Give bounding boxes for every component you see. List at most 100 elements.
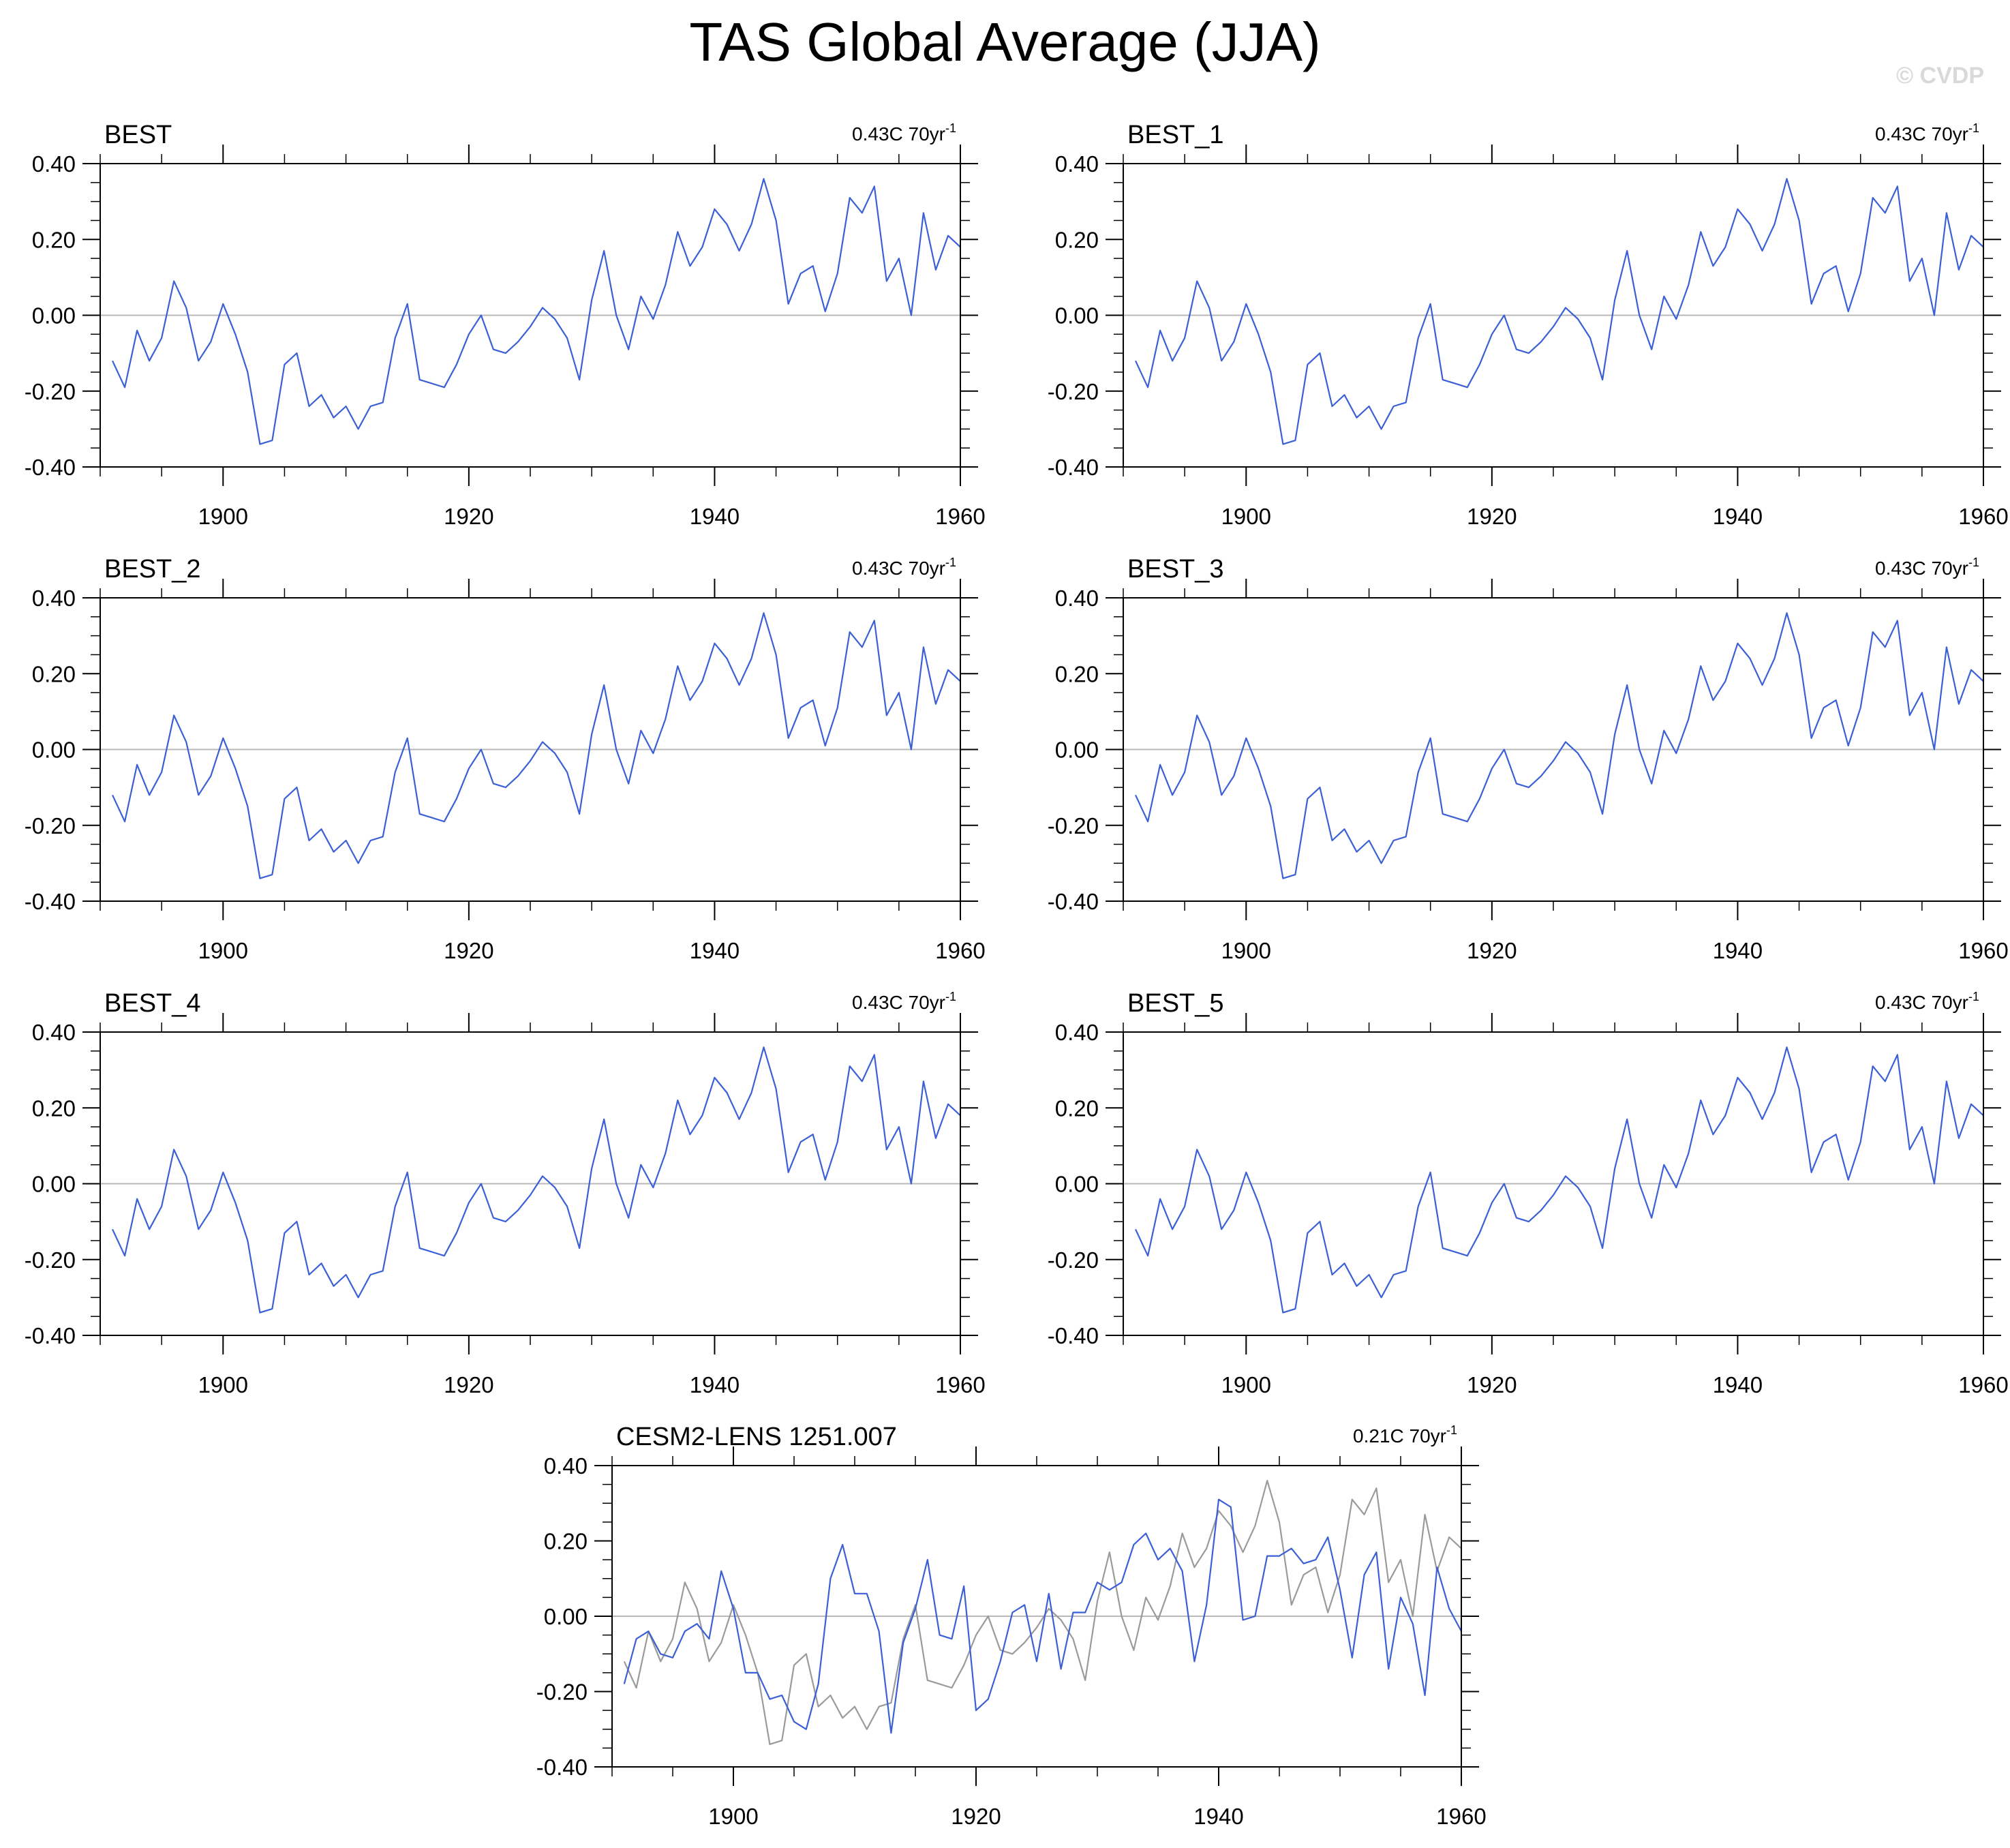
x-tick-label: 1960 [935,1372,985,1397]
x-tick-label: 1920 [1467,938,1517,963]
x-tick-label: 1920 [951,1804,1001,1829]
y-tick-label: 0.20 [32,1095,76,1121]
panel-best-2: BEST_2 0.43C 70yr-1 0.40 0.20 0.00 -0.20 -0.40… [25,555,986,963]
y-tick-label: 0.40 [1055,1020,1099,1045]
y-tick-label: 0.00 [1055,1172,1099,1197]
x-tick-label: 1900 [708,1804,758,1829]
y-tick-label: -0.20 [536,1680,588,1705]
x-tick-label: 1960 [1958,1372,2008,1397]
x-tick-label: 1900 [1221,504,1271,529]
y-tick-label: -0.40 [1048,889,1099,914]
trend-superscript: -1 [1446,1423,1457,1437]
x-tick-label: 1920 [444,938,493,963]
plot-frame [1123,1031,1984,1336]
x-tick-label: 1940 [690,504,740,529]
y-tick-label: 0.40 [1055,586,1099,611]
series-line-best-1 [1135,178,1984,445]
series-line-best-4 [112,1046,961,1314]
y-tick-label: 0.00 [1055,303,1099,329]
y-tick-label: -0.40 [536,1755,588,1780]
y-tick-label: 0.20 [544,1529,588,1554]
trend-superscript: -1 [1968,121,1979,135]
y-tick-label: -0.40 [25,889,76,914]
x-tick-label: 1900 [1221,1372,1271,1397]
x-tick-label: 1900 [198,504,248,529]
x-tick-label: 1940 [1193,1804,1243,1829]
trend-label: 0.43C 70yr-1 [1875,121,1979,145]
y-tick-label: 0.20 [32,661,76,686]
panel-title: BEST_4 [104,989,201,1018]
y-tick-label: 0.00 [544,1604,588,1629]
trend-label: 0.43C 70yr-1 [1875,556,1979,579]
x-tick-label: 1900 [1221,938,1271,963]
y-tick-label: 0.20 [32,227,76,252]
panel-best-3: BEST_3 0.43C 70yr-1 0.40 0.20 0.00 -0.20 -0.40… [1048,555,2009,963]
y-tick-label: 0.00 [32,303,76,329]
x-tick-label: 1920 [1467,1372,1517,1397]
series-line-best [623,1480,1462,1745]
x-tick-label: 1900 [198,938,248,963]
panel-title: BEST_5 [1127,989,1224,1018]
panel-cesm2-lens-1251-007: CESM2-LENS 1251.007 0.21C 70yr-1 0.40 0.20 0… [536,1423,1487,1829]
panel-title: BEST_1 [1127,121,1224,149]
y-tick-label: -0.20 [1048,379,1099,404]
panel-title: BEST_2 [104,555,201,584]
x-tick-label: 1920 [444,1372,493,1397]
series-line-best-2 [112,612,961,879]
x-tick-label: 1960 [1958,504,2008,529]
y-tick-label: 0.40 [544,1453,588,1479]
x-tick-label: 1960 [1958,938,2008,963]
y-tick-label: -0.40 [25,455,76,480]
y-tick-label: -0.20 [25,379,76,404]
plot-frame [611,1465,1462,1768]
trend-label: 0.21C 70yr-1 [1353,1423,1457,1446]
panel-best-4: BEST_4 0.43C 70yr-1 0.40 0.20 0.00 -0.20 -0.40… [25,989,986,1397]
plot-frame [1123,597,1984,902]
trend-superscript: -1 [1968,556,1979,569]
trend-superscript: -1 [1968,990,1979,1003]
trend-label: 0.43C 70yr-1 [852,121,956,145]
panel-best-5: BEST_5 0.43C 70yr-1 0.40 0.20 0.00 -0.20 -0.40… [1048,989,2009,1397]
y-tick-label: 0.40 [32,1020,76,1045]
series-line-best-5 [1135,1046,1984,1314]
plot-frame [100,1031,961,1336]
x-tick-label: 1960 [1436,1804,1486,1829]
plot-frame [100,163,961,468]
y-tick-label: -0.40 [1048,1323,1099,1348]
x-tick-label: 1900 [198,1372,248,1397]
x-tick-label: 1940 [1713,938,1763,963]
y-tick-label: 0.40 [32,151,76,177]
x-tick-label: 1940 [690,1372,740,1397]
x-tick-label: 1960 [935,938,985,963]
x-tick-label: 1940 [1713,1372,1763,1397]
x-tick-label: 1960 [935,504,985,529]
trend-superscript: -1 [945,556,956,569]
trend-superscript: -1 [945,121,956,135]
x-tick-label: 1920 [1467,504,1517,529]
series-line-best [112,178,961,445]
y-tick-label: -0.20 [25,1247,76,1273]
x-tick-label: 1940 [1713,504,1763,529]
watermark: © CVDP [1896,63,1984,89]
trend-label: 0.43C 70yr-1 [852,990,956,1013]
y-tick-label: -0.20 [25,813,76,838]
figure-title: TAS Global Average (JJA) [689,12,1321,72]
panel-title: CESM2-LENS 1251.007 [616,1423,897,1451]
trend-superscript: -1 [945,990,956,1003]
y-tick-label: 0.20 [1055,227,1099,252]
x-tick-label: 1940 [690,938,740,963]
trend-label: 0.43C 70yr-1 [852,556,956,579]
y-tick-label: -0.40 [1048,455,1099,480]
panel-title: BEST [104,121,172,149]
y-tick-label: -0.20 [1048,1247,1099,1273]
y-tick-label: 0.40 [32,586,76,611]
series-line-best-3 [1135,612,1984,879]
panel-best-1: BEST_1 0.43C 70yr-1 0.40 0.20 0.00 -0.20 -0.40… [1048,121,2009,529]
y-tick-label: 0.00 [32,1172,76,1197]
y-tick-label: -0.40 [25,1323,76,1348]
trend-label: 0.43C 70yr-1 [1875,990,1979,1013]
y-tick-label: 0.20 [1055,1095,1099,1121]
plot-frame [100,597,961,902]
y-tick-label: 0.00 [32,738,76,763]
